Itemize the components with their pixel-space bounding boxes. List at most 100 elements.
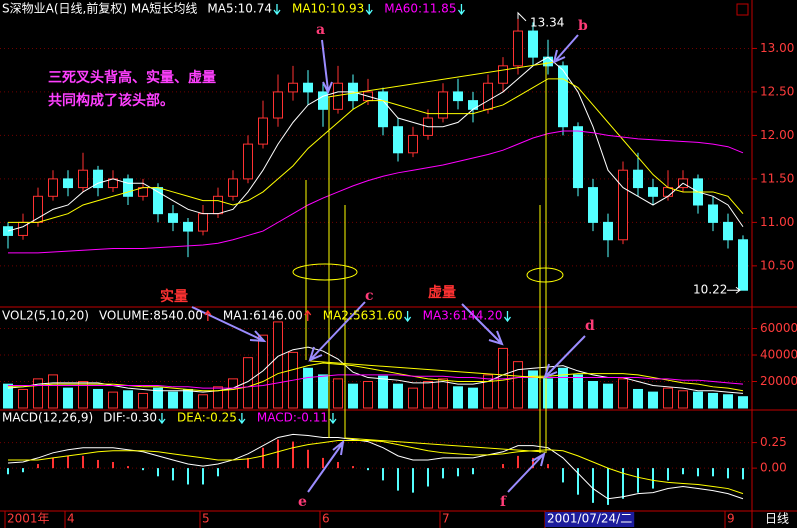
candle-body: [303, 82, 313, 93]
legend-item: MACD:-0.11: [257, 411, 328, 425]
volume-bar: [738, 396, 748, 409]
x-tick-label: 4: [67, 512, 75, 526]
arrow: [552, 34, 579, 64]
legend-item: DIF:-0.30: [103, 411, 157, 425]
candle-body: [318, 91, 328, 110]
y-tick-label: 10.50: [760, 258, 794, 272]
candle-body: [708, 204, 718, 223]
candle-body: [3, 226, 13, 236]
candle-body: [63, 178, 73, 189]
label-b: b: [578, 18, 588, 34]
label-a: a: [316, 22, 325, 38]
volume-bar: [363, 381, 373, 409]
y-tick-label: 11.50: [760, 171, 794, 185]
volume-bar: [213, 386, 223, 409]
volume-bar: [228, 378, 238, 409]
candle-body: [618, 169, 628, 241]
line: [7, 56, 744, 232]
volume-bar: [333, 378, 343, 409]
candle-body: [183, 221, 193, 232]
arrow: [191, 306, 267, 343]
annotations: [191, 34, 586, 493]
candle-body: [648, 187, 658, 197]
volume-bar: [468, 387, 478, 409]
x-tick-label: 9: [727, 512, 735, 526]
trend-line: [309, 360, 546, 379]
volume-bar: [558, 367, 568, 409]
trend-arrow: [273, 4, 281, 16]
volume-bar: [123, 390, 133, 409]
volume-bar: [678, 390, 688, 409]
x-tick-label: 6: [322, 512, 330, 526]
volume-bar: [33, 378, 43, 409]
volume-bar: [3, 383, 13, 409]
legend-item: MA10:10.93: [292, 2, 364, 16]
candle-body: [288, 82, 298, 93]
volume-bar: [633, 388, 643, 409]
volume-bar: [78, 381, 88, 409]
candle-body: [393, 126, 403, 154]
label-fake-volume: 虚量: [428, 284, 456, 301]
volume-bar: [303, 367, 313, 409]
volume-bar: [258, 334, 268, 409]
note: 三死叉头背高、实量、虚量: [48, 69, 216, 86]
min-label: 10.22: [693, 283, 727, 297]
arrows: [191, 34, 586, 493]
volume-bar: [603, 383, 613, 409]
candle-body: [453, 91, 463, 102]
volume-bar: [183, 388, 193, 409]
trend-line: [344, 437, 546, 453]
label-f: f: [500, 494, 507, 510]
candle-body: [258, 117, 268, 145]
volume-bar: [528, 370, 538, 409]
arrow: [507, 451, 546, 493]
candle-body: [123, 178, 133, 197]
volume-bar: [273, 321, 283, 409]
volume-bar: [573, 374, 583, 409]
line: [8, 374, 744, 389]
highlight-ellipse: [526, 267, 564, 283]
legend-item: DEA:-0.25: [177, 411, 237, 425]
volume-bar: [108, 391, 118, 409]
volume-bar: [168, 391, 178, 409]
volume-bar: [708, 392, 718, 409]
volume-bar: [198, 394, 208, 409]
y-tick-label: 0.00: [760, 461, 787, 475]
x-tick-label: 5: [202, 512, 210, 526]
grid: [0, 47, 757, 528]
y-tick-label: 20000: [760, 374, 797, 388]
panel-title: MACD(12,26,9): [2, 411, 93, 425]
volume-bar: [153, 387, 163, 409]
x-tick-label: 2001年: [7, 512, 50, 526]
candle-body: [558, 65, 568, 128]
arrow: [307, 439, 345, 493]
trend-arrow: [158, 413, 166, 425]
candle-body: [603, 221, 613, 241]
arrow: [543, 335, 586, 379]
candle-body: [498, 65, 508, 84]
y-tick-label: 13.00: [760, 41, 794, 55]
marks: [3, 18, 748, 505]
candle-body: [198, 213, 208, 232]
candle-body: [738, 239, 748, 291]
close-box[interactable]: [736, 3, 749, 16]
legend-item: MA2:5631.60: [323, 309, 403, 323]
volume-bar: [393, 383, 403, 409]
volume-bar: [648, 391, 658, 409]
y-tick-label: 60000: [760, 321, 797, 335]
trend-arrow: [329, 413, 337, 425]
max-marker: [517, 11, 527, 22]
candle-body: [408, 134, 418, 154]
y-tick-label: 12.50: [760, 84, 794, 98]
y-tick-label: 40000: [760, 348, 797, 362]
candle-body: [483, 82, 493, 110]
volume-bar: [543, 378, 553, 409]
line: [8, 440, 744, 495]
note: 共同构成了该头部。: [48, 92, 174, 109]
trend-arrow: [204, 309, 212, 321]
volume-bar: [723, 394, 733, 409]
volume-bar: [93, 388, 103, 409]
